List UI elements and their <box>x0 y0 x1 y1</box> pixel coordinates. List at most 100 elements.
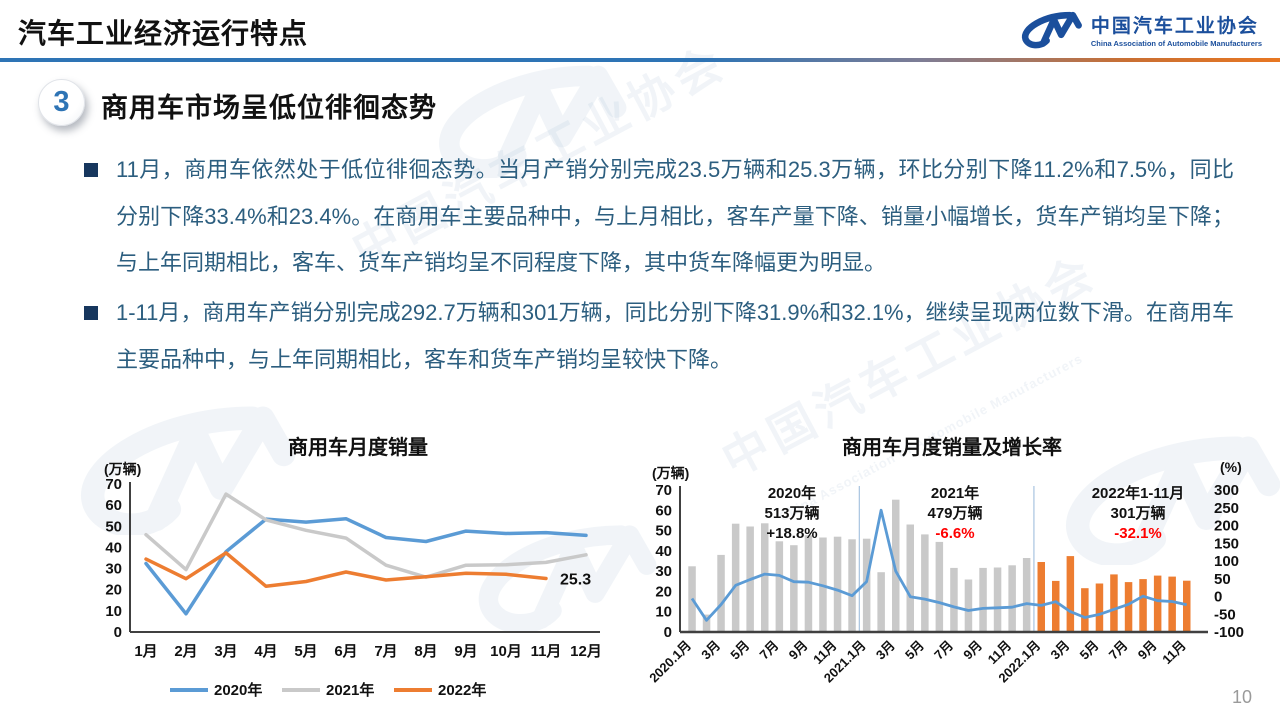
x-tick-label: 5月 <box>727 638 752 663</box>
sales-bar <box>1110 574 1118 632</box>
sales-bar <box>702 614 711 632</box>
bullet-square-icon <box>84 163 98 177</box>
sales-bar <box>877 572 885 632</box>
page-title: 汽车工业经济运行特点 <box>18 18 309 49</box>
annotation-line: -32.1% <box>1114 525 1162 542</box>
sales-bar <box>761 523 769 632</box>
sales-bar <box>1168 576 1176 632</box>
right-tick-label: 50 <box>1214 571 1231 588</box>
logo-org-name-en: China Association of Automobile Manufact… <box>1090 38 1262 48</box>
sales-bar <box>935 541 944 632</box>
right-axis-unit: (%) <box>1220 459 1242 475</box>
x-tick-label: 9月 <box>1135 638 1160 663</box>
x-tick-label: 3月 <box>214 643 237 660</box>
x-tick-label: 4月 <box>254 643 277 660</box>
left-tick-label: 40 <box>655 543 672 560</box>
sales-bar <box>979 567 987 632</box>
caam-logo-icon <box>1019 8 1083 50</box>
sales-bar <box>717 554 725 632</box>
x-tick-label: 9月 <box>454 643 477 660</box>
bullet-item: 1-11月，商用车产销分别完成292.7万辆和301万辆，同比分别下降31.9%… <box>82 290 1234 383</box>
legend-label-2022年: 2022年 <box>438 681 486 699</box>
x-tick-label: 3月 <box>873 638 898 663</box>
x-tick-label: 8月 <box>414 643 437 660</box>
left-tick-label: 60 <box>655 502 672 519</box>
header-divider <box>0 58 1280 62</box>
x-tick-label: 3月 <box>698 638 723 663</box>
x-tick-label: 6月 <box>334 643 357 660</box>
x-tick-label: 10月 <box>490 643 522 660</box>
sales-bar <box>1066 556 1075 632</box>
sales-bar <box>993 567 1002 632</box>
y-tick-label: 20 <box>105 582 122 599</box>
x-tick-label: 9月 <box>960 638 985 663</box>
right-tick-label: 200 <box>1214 518 1239 535</box>
y-tick-label: 50 <box>105 518 122 535</box>
x-tick-label: 7月 <box>1106 638 1131 663</box>
right-tick-label: -50 <box>1214 606 1236 623</box>
right-tick-label: 100 <box>1214 553 1239 570</box>
chart-title: 商用车月度销量及增长率 <box>842 435 1062 459</box>
bullet-item: 11月，商用车依然处于低位徘徊态势。当月产销分别完成23.5万辆和25.3万辆，… <box>82 147 1234 287</box>
sales-growth-combo-chart: 商用车月度销量及增长率 (万辆) (%) 0 10 20 30 40 50 60 70 300 250 2… <box>622 432 1280 716</box>
x-tick-label: 2月 <box>174 643 197 660</box>
left-tick-label: 10 <box>655 604 672 621</box>
y-axis-unit: (万辆) <box>104 461 141 477</box>
sales-bar <box>1095 583 1104 632</box>
right-tick-label: 250 <box>1214 500 1239 517</box>
x-tick-label: 7月 <box>757 638 782 663</box>
y-tick-label: 30 <box>105 561 122 578</box>
annotation-line: 2020年 <box>768 484 816 502</box>
section-heading: 商用车市场呈低位徘徊态势 <box>101 93 437 123</box>
monthly-sales-line-chart-svg: 商用车月度销量 (万辆) 0 10 20 30 40 50 60 70 1月 2月 3月 4月 5月 6月 7月… <box>104 435 602 699</box>
left-tick-label: 30 <box>655 563 672 580</box>
sales-bar <box>950 567 958 632</box>
right-tick-label: 300 <box>1214 482 1239 499</box>
sales-bar <box>1153 575 1162 632</box>
y-tick-label: 40 <box>105 539 122 556</box>
sales-bar <box>1022 558 1031 632</box>
right-tick-label: -100 <box>1214 624 1244 641</box>
sales-bar <box>848 539 856 632</box>
annotation-line: 301万辆 <box>1110 504 1165 522</box>
x-tick-label: 2020.1月 <box>646 638 694 686</box>
sales-bar <box>775 541 784 632</box>
monthly-sales-line-chart: 商用车月度销量 (万辆) 0 10 20 30 40 50 60 70 1月 2月 3月 4月 5月 6月 7月… <box>78 432 623 716</box>
x-tick-label: 5月 <box>1077 638 1102 663</box>
sales-bar <box>1081 588 1089 632</box>
y-tick-label: 0 <box>114 624 122 641</box>
sales-bar <box>833 536 842 632</box>
y-tick-label: 70 <box>105 476 122 493</box>
x-tick-label: 11月 <box>531 643 562 660</box>
right-tick-label: 0 <box>1214 589 1222 606</box>
logo-org-name: 中国汽车工业协会 <box>1090 15 1259 37</box>
x-tick-label: 7月 <box>374 643 397 660</box>
sales-bar <box>1124 582 1133 632</box>
left-axis-unit: (万辆) <box>652 465 689 481</box>
bullet-text: 1-11月，商用车产销分别完成292.7万辆和301万辆，同比分别下降31.9%… <box>116 299 1235 372</box>
x-tick-label: 9月 <box>786 638 811 663</box>
series-line-2021年 <box>144 492 588 579</box>
left-tick-label: 20 <box>655 583 672 600</box>
annotation-line: 2021年 <box>931 484 979 502</box>
annotation-line: 513万辆 <box>764 504 819 522</box>
chart-title: 商用车月度销量 <box>288 435 428 459</box>
bullet-square-icon <box>84 305 98 320</box>
y-tick-label: 10 <box>105 603 122 620</box>
series-end-label: 25.3 <box>560 572 591 589</box>
sales-bar <box>862 538 871 632</box>
annotation-line: +18.8% <box>766 525 817 542</box>
x-tick-label: 3月 <box>1048 638 1073 663</box>
sales-bar <box>1139 579 1147 632</box>
x-tick-label: 11月 <box>1159 638 1189 668</box>
y-tick-label: 60 <box>105 497 122 514</box>
right-tick-label: 150 <box>1214 535 1239 552</box>
annotation-line: 2022年1-11月 <box>1092 484 1185 502</box>
x-tick-label: 5月 <box>902 638 927 663</box>
growth-rate-line <box>690 508 1188 622</box>
left-tick-label: 50 <box>655 523 672 540</box>
left-tick-label: 70 <box>655 482 672 499</box>
series-line-2020年 <box>144 516 588 616</box>
page-number: 10 <box>1231 687 1252 707</box>
